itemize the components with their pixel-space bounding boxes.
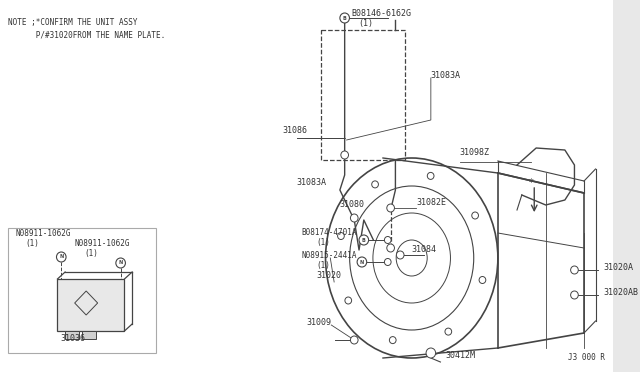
Text: 31086: 31086 xyxy=(282,126,307,135)
FancyBboxPatch shape xyxy=(65,331,79,339)
Circle shape xyxy=(387,244,394,252)
Text: (1): (1) xyxy=(25,239,39,248)
Text: NOTE ;*CONFIRM THE UNIT ASSY: NOTE ;*CONFIRM THE UNIT ASSY xyxy=(8,18,137,27)
Text: P/#31020FROM THE NAME PLATE.: P/#31020FROM THE NAME PLATE. xyxy=(8,30,165,39)
Text: 31083A: 31083A xyxy=(297,178,327,187)
Text: B: B xyxy=(343,16,346,20)
Text: 31080: 31080 xyxy=(340,200,365,209)
Text: N: N xyxy=(360,260,364,264)
Text: 31020: 31020 xyxy=(316,271,341,280)
Circle shape xyxy=(345,297,351,304)
Circle shape xyxy=(428,172,434,179)
FancyBboxPatch shape xyxy=(58,279,124,331)
Circle shape xyxy=(351,336,358,344)
Text: N08911-1062G: N08911-1062G xyxy=(15,229,71,238)
Text: (1): (1) xyxy=(84,249,98,258)
Text: (1): (1) xyxy=(358,19,373,28)
Circle shape xyxy=(116,258,125,268)
FancyBboxPatch shape xyxy=(83,331,96,339)
Circle shape xyxy=(571,266,579,274)
Text: N08915-2441A: N08915-2441A xyxy=(301,251,357,260)
Circle shape xyxy=(571,291,579,299)
FancyBboxPatch shape xyxy=(0,0,612,372)
Text: 31020A: 31020A xyxy=(603,263,633,272)
Circle shape xyxy=(396,251,404,259)
Circle shape xyxy=(351,214,358,222)
Text: N: N xyxy=(118,260,123,266)
Circle shape xyxy=(472,212,479,219)
Circle shape xyxy=(389,337,396,344)
Text: B08146-6162G: B08146-6162G xyxy=(351,9,412,18)
Text: 31020AB: 31020AB xyxy=(603,288,638,297)
Text: 31009: 31009 xyxy=(307,318,332,327)
Circle shape xyxy=(372,181,378,188)
Circle shape xyxy=(385,237,391,244)
Text: 31036: 31036 xyxy=(60,334,85,343)
Circle shape xyxy=(357,257,367,267)
Text: N: N xyxy=(59,254,63,260)
Circle shape xyxy=(359,235,369,245)
Text: B08174-4701A: B08174-4701A xyxy=(301,228,357,237)
Circle shape xyxy=(340,13,349,23)
Text: 31084: 31084 xyxy=(412,245,436,254)
Text: N08911-1062G: N08911-1062G xyxy=(75,239,130,248)
Circle shape xyxy=(479,276,486,283)
Text: 31083A: 31083A xyxy=(431,71,461,80)
Text: J3 000 R: J3 000 R xyxy=(568,353,605,362)
Circle shape xyxy=(387,204,394,212)
Text: (1): (1) xyxy=(316,238,330,247)
Circle shape xyxy=(445,328,452,335)
Text: (1): (1) xyxy=(316,261,330,270)
Text: *: * xyxy=(529,178,534,188)
Circle shape xyxy=(56,252,66,262)
Text: 31082E: 31082E xyxy=(417,198,447,207)
Circle shape xyxy=(426,348,436,358)
Text: B: B xyxy=(362,237,365,243)
Circle shape xyxy=(385,259,391,266)
Text: 31098Z: 31098Z xyxy=(460,148,490,157)
Text: 30412M: 30412M xyxy=(445,351,476,360)
Circle shape xyxy=(341,151,349,159)
Circle shape xyxy=(337,232,344,240)
